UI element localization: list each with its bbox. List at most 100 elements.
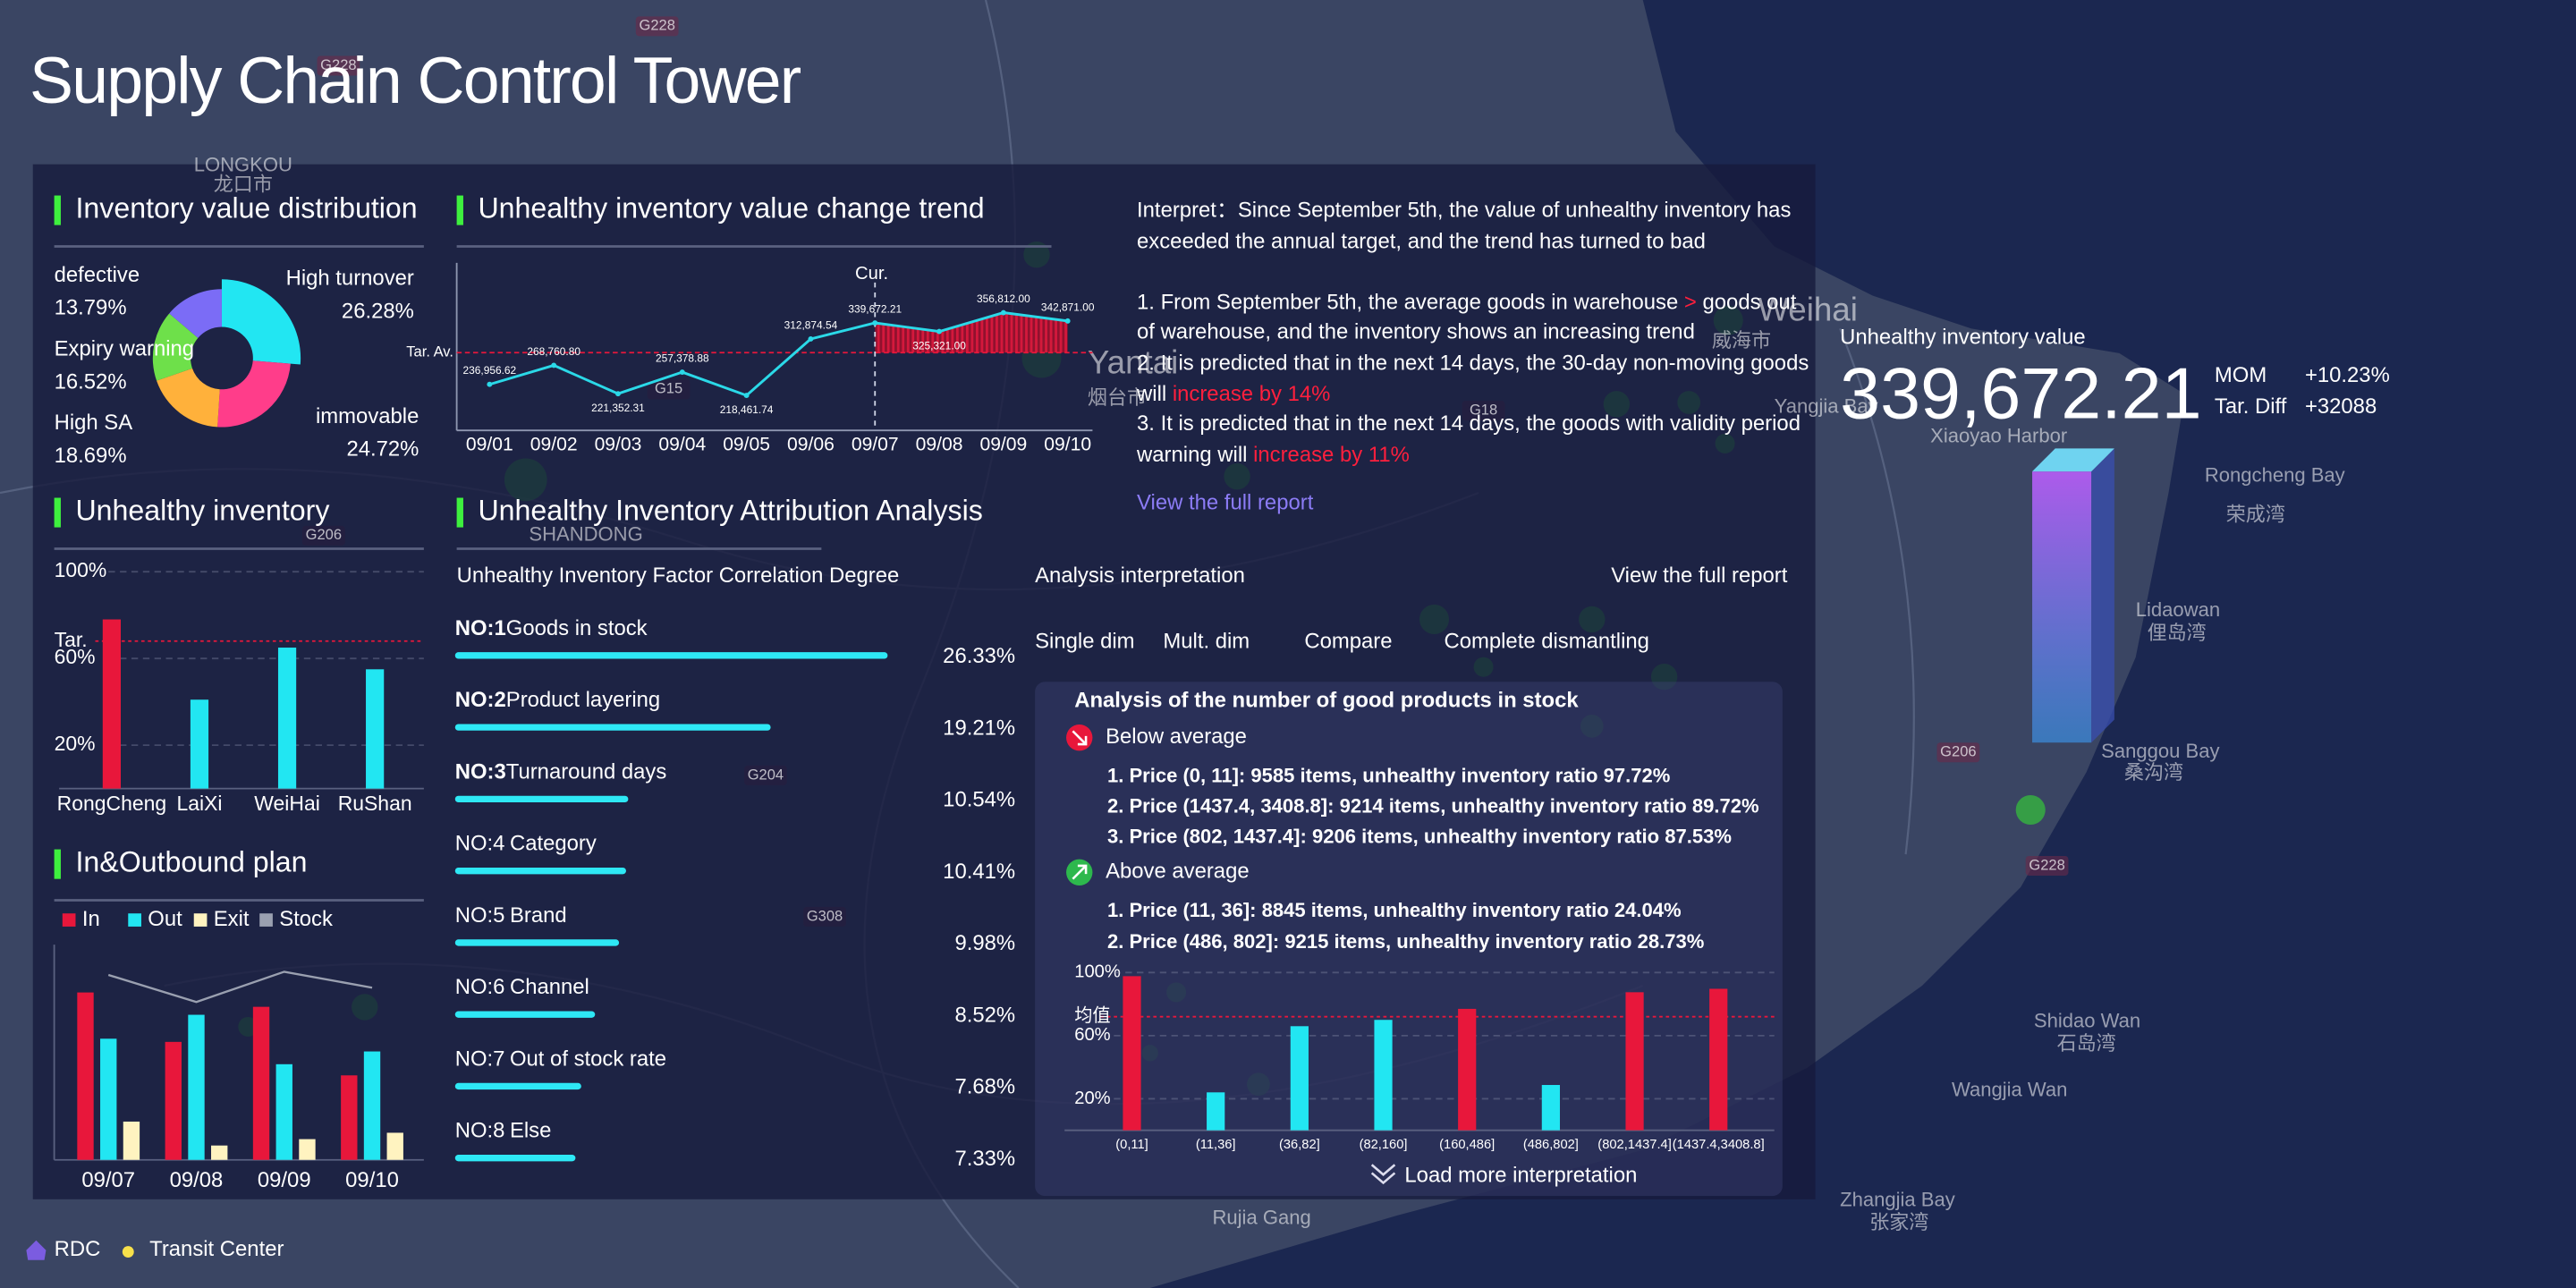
tab[interactable]: Single dim (1035, 629, 1134, 653)
tab[interactable]: Compare (1304, 629, 1392, 653)
x-tick-label: (82,160] (1360, 1138, 1408, 1152)
road-sign (1936, 742, 1980, 763)
tab[interactable]: Complete dismantling (1444, 629, 1648, 653)
item-highlight: increase by 11% (1253, 441, 1410, 467)
bar (1709, 988, 1728, 1131)
value-label: 356,812.00 (977, 292, 1030, 305)
report-link[interactable]: View the full report (1137, 489, 1314, 515)
bar (366, 669, 385, 789)
analysis-item: 1. Price (0, 11]: 9585 items, unhealthy … (1107, 765, 1671, 787)
above-arrow (1072, 864, 1088, 880)
road-label: G15 (655, 380, 682, 397)
map-label: 桑沟湾 (2124, 761, 2183, 784)
bar (165, 1041, 182, 1160)
stock-line (107, 970, 373, 1004)
road-label: G228 (320, 56, 356, 73)
x-tick-label: (802,1437.4] (1597, 1138, 1671, 1152)
item-text: 3. It is predicted that in the next 14 d… (1137, 411, 1801, 467)
map-label: Zhangjia Bay (1840, 1188, 1955, 1210)
item-highlight: > (1683, 288, 1697, 314)
legend-label: Out (148, 907, 182, 931)
bar (277, 648, 297, 789)
x-tick-label: (160,486] (1439, 1138, 1495, 1152)
x-tick-label: 09/10 (1044, 434, 1091, 454)
value-label: 13.79% (55, 296, 127, 320)
rank-label: NO:1 (455, 616, 506, 640)
kpi-label: Unhealthy inventory value (1840, 326, 2086, 350)
x-tick-label: 09/08 (916, 434, 963, 454)
x-tick-label: WeiHai (254, 792, 320, 815)
trend-point (615, 391, 621, 397)
rank-label: NO:2 (455, 688, 506, 712)
y-tick-label: 60% (55, 645, 96, 668)
category-label: Turnaround days (506, 759, 667, 784)
value-label: 268,760.80 (527, 345, 580, 358)
bar (190, 699, 209, 789)
tab[interactable]: Mult. dim (1163, 629, 1250, 653)
analysis-item: 1. Price (11, 36]: 8845 items, unhealthy… (1107, 899, 1682, 921)
x-tick-label: (11,36] (1196, 1138, 1236, 1152)
trend-point (1064, 318, 1071, 324)
report-link[interactable]: View the full report (1611, 564, 1788, 588)
bar (454, 724, 771, 731)
reference-label: Tar. (55, 628, 88, 651)
trend-point (743, 393, 750, 399)
x-tick-label: (486,802] (1523, 1138, 1579, 1152)
group-label: Above average (1106, 860, 1250, 884)
donut-segment (169, 289, 222, 338)
bar (102, 619, 121, 789)
load-more[interactable]: Load more interpretation (1404, 1163, 1637, 1187)
trend-point (679, 369, 685, 376)
kpi-item-label: Tar. Diff (2215, 394, 2287, 419)
donut-segment (221, 279, 301, 365)
legend-swatch (193, 913, 208, 927)
y-tick-label: 60% (1074, 1025, 1110, 1045)
bar (100, 1038, 117, 1160)
rank-label: NO:3 (455, 759, 506, 784)
bar (123, 1121, 140, 1160)
item-highlight: increase by 14% (1172, 380, 1331, 405)
map-label: 烟台市 (1088, 386, 1147, 409)
bar (211, 1145, 228, 1160)
bar (1625, 992, 1644, 1131)
map-label: 张家湾 (1869, 1211, 1928, 1233)
rank-label: NO:7 (455, 1046, 505, 1071)
category-label: Channel (510, 975, 589, 999)
section-title: Unhealthy inventory value change trend (478, 192, 984, 225)
interpretation-item: 1. From September 5th, the average goods… (1137, 287, 1810, 348)
value-label: 10.54% (943, 788, 1015, 812)
bar (77, 992, 94, 1160)
bar (341, 1075, 358, 1160)
bar (1541, 1085, 1560, 1131)
map-label: Xiaoyao Harbor (1930, 424, 2067, 446)
map-label: SHANDONG (529, 523, 642, 546)
analysis-heading: Analysis of the number of good products … (1074, 689, 1579, 713)
road-sign (317, 55, 360, 76)
bar (363, 1051, 381, 1160)
trend-point (872, 320, 878, 326)
map-label: 石岛湾 (2057, 1032, 2116, 1055)
page-title: Supply Chain Control Tower (30, 43, 801, 117)
bar (252, 1006, 270, 1160)
value-label: 312,874.54 (784, 318, 838, 331)
value-label: 218,461.74 (720, 403, 774, 416)
map-label: 威海市 (1712, 329, 1771, 352)
trend-point (487, 381, 493, 387)
bar (454, 939, 620, 946)
x-tick-label: 09/07 (81, 1168, 135, 1192)
section-title: Unhealthy Inventory Attribution Analysis (478, 495, 982, 527)
road-label: G206 (306, 526, 342, 543)
y-tick-label: 100% (55, 558, 107, 581)
legend-swatch (259, 913, 273, 927)
legend-label: Exit (214, 907, 250, 931)
x-tick-label: 09/08 (170, 1168, 224, 1192)
x-tick-label: 09/05 (723, 434, 770, 454)
map-label: Wangjia Wan (1952, 1078, 2067, 1100)
trend-point (551, 362, 557, 369)
analysis-item: 2. Price (486, 802]: 9215 items, unhealt… (1107, 930, 1705, 953)
bar (1207, 1092, 1225, 1131)
category-label: High SA (55, 411, 133, 435)
